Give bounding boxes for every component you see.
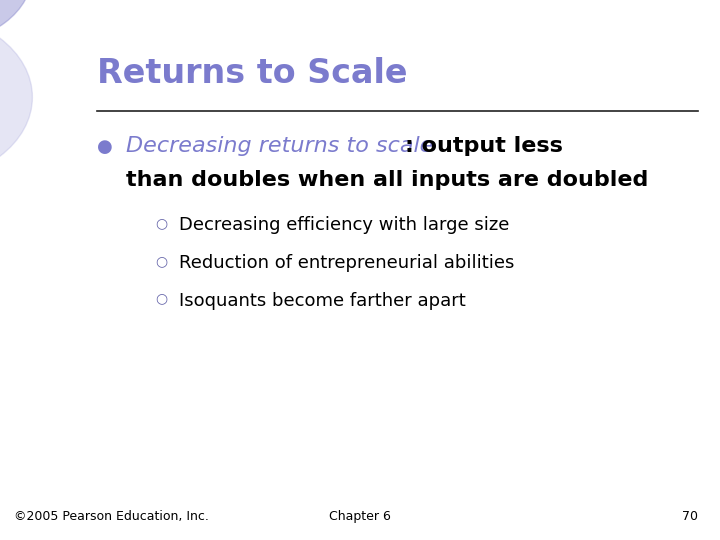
Text: : output less: : output less [405,136,563,156]
Text: 70: 70 [683,510,698,523]
Text: ○: ○ [155,216,167,230]
Text: ○: ○ [155,254,167,268]
Text: ○: ○ [155,292,167,306]
Text: Isoquants become farther apart: Isoquants become farther apart [179,292,465,309]
Circle shape [0,14,32,181]
Text: ●: ● [97,138,113,156]
Circle shape [0,0,32,43]
Text: ©2005 Pearson Education, Inc.: ©2005 Pearson Education, Inc. [14,510,210,523]
Text: Decreasing efficiency with large size: Decreasing efficiency with large size [179,216,509,234]
Text: Decreasing returns to scale: Decreasing returns to scale [126,136,433,156]
Text: Chapter 6: Chapter 6 [329,510,391,523]
Text: Reduction of entrepreneurial abilities: Reduction of entrepreneurial abilities [179,254,514,272]
Text: Returns to Scale: Returns to Scale [97,57,408,90]
Text: than doubles when all inputs are doubled: than doubles when all inputs are doubled [126,170,649,190]
